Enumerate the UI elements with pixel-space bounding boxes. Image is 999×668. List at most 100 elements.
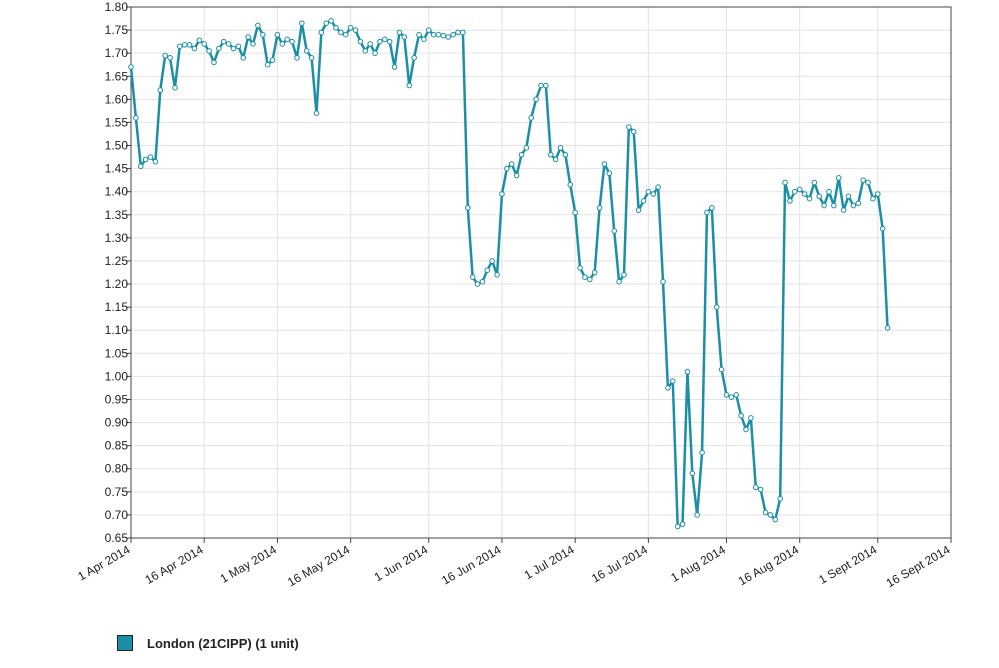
data-point — [430, 31, 437, 38]
data-point — [870, 195, 876, 202]
x-tick-label: 1 Aug 2014 — [668, 542, 728, 585]
data-point — [723, 392, 730, 398]
y-tick-label: 1.05 — [105, 346, 129, 360]
data-point — [562, 151, 569, 158]
data-point — [250, 41, 256, 47]
data-point — [748, 415, 754, 421]
data-point — [167, 54, 173, 61]
data-point — [596, 205, 603, 211]
data-point — [494, 272, 500, 278]
data-point — [382, 36, 388, 43]
y-tick-label: 0.90 — [105, 416, 129, 430]
data-point — [235, 43, 242, 50]
data-point — [552, 156, 559, 163]
data-point — [855, 200, 862, 207]
data-point — [640, 198, 647, 204]
data-point — [416, 31, 422, 38]
data-point — [850, 202, 857, 209]
data-point — [435, 31, 442, 38]
data-point — [338, 29, 344, 36]
data-point — [323, 20, 330, 26]
y-tick-label: 0.75 — [105, 485, 129, 499]
legend: London (21CIPP) (1 unit) — [117, 635, 299, 651]
data-point — [835, 175, 842, 181]
data-point — [694, 512, 700, 518]
data-point — [738, 412, 744, 419]
data-point — [177, 43, 183, 50]
data-point — [274, 31, 281, 38]
data-point — [650, 191, 657, 197]
data-point — [645, 188, 652, 195]
data-point — [255, 22, 261, 29]
data-point — [484, 267, 491, 273]
x-tick-label: 1 Jun 2014 — [372, 542, 431, 584]
series-layer — [128, 18, 891, 530]
data-point — [567, 181, 574, 188]
data-point — [513, 172, 520, 179]
data-point — [464, 205, 471, 211]
data-point — [152, 158, 159, 165]
data-point — [328, 18, 334, 24]
y-tick-label: 1.20 — [105, 277, 129, 291]
y-tick-label: 0.70 — [105, 508, 129, 522]
data-point — [826, 188, 832, 195]
data-point — [259, 31, 266, 38]
x-tick-label: 1 May 2014 — [218, 542, 280, 586]
data-point — [792, 188, 798, 195]
data-point — [421, 36, 427, 43]
data-point — [284, 36, 290, 43]
x-tick-label: 16 Aug 2014 — [736, 542, 802, 588]
data-point — [669, 378, 676, 384]
y-tick-label: 1.65 — [105, 69, 129, 83]
x-tick-label: 1 Sept 2014 — [816, 542, 879, 587]
data-point — [196, 37, 203, 44]
data-point — [162, 52, 168, 59]
y-tick-label: 1.40 — [105, 185, 129, 199]
x-tick-label: 16 Jul 2014 — [589, 542, 650, 585]
data-point — [733, 392, 740, 398]
data-point — [806, 195, 813, 202]
data-point — [508, 161, 515, 167]
y-axis: 1.80 1.75 1.70 1.65 1.60 1.55 1.50 1.45 1.40 1.35… — [105, 0, 131, 545]
legend-swatch — [117, 635, 133, 651]
y-tick-label: 1.35 — [105, 208, 129, 222]
data-point — [601, 161, 608, 167]
y-tick-label: 0.85 — [105, 439, 129, 453]
data-point — [547, 151, 554, 158]
data-point — [577, 265, 583, 271]
data-point — [191, 45, 198, 52]
y-tick-label: 1.00 — [105, 369, 129, 383]
data-point — [303, 48, 310, 54]
legend-label: London (21CIPP) (1 unit) — [147, 635, 299, 651]
y-tick-label: 1.50 — [105, 139, 129, 153]
data-point — [396, 29, 403, 36]
data-point — [294, 54, 300, 61]
data-point — [406, 82, 413, 89]
data-point — [630, 128, 637, 135]
data-point — [587, 276, 593, 283]
data-point — [606, 170, 613, 177]
data-point — [621, 272, 627, 278]
data-point — [225, 41, 232, 47]
data-point — [591, 269, 598, 276]
data-point — [728, 394, 735, 400]
y-tick-label: 1.80 — [105, 0, 129, 14]
data-point — [299, 20, 305, 26]
data-point — [377, 38, 383, 45]
data-point — [362, 48, 369, 54]
x-tick-label: 16 Sept 2014 — [884, 542, 953, 590]
data-point — [240, 54, 247, 61]
data-point — [401, 34, 408, 40]
data-point — [479, 278, 486, 285]
data-point — [665, 385, 671, 391]
data-point — [860, 177, 866, 183]
data-point — [787, 198, 793, 204]
data-point — [181, 42, 188, 48]
data-point — [318, 29, 325, 36]
data-point — [533, 96, 539, 103]
data-point — [777, 495, 783, 502]
y-tick-label: 1.45 — [105, 162, 129, 176]
data-point — [879, 225, 886, 232]
data-point — [308, 54, 315, 61]
data-point — [538, 82, 544, 89]
